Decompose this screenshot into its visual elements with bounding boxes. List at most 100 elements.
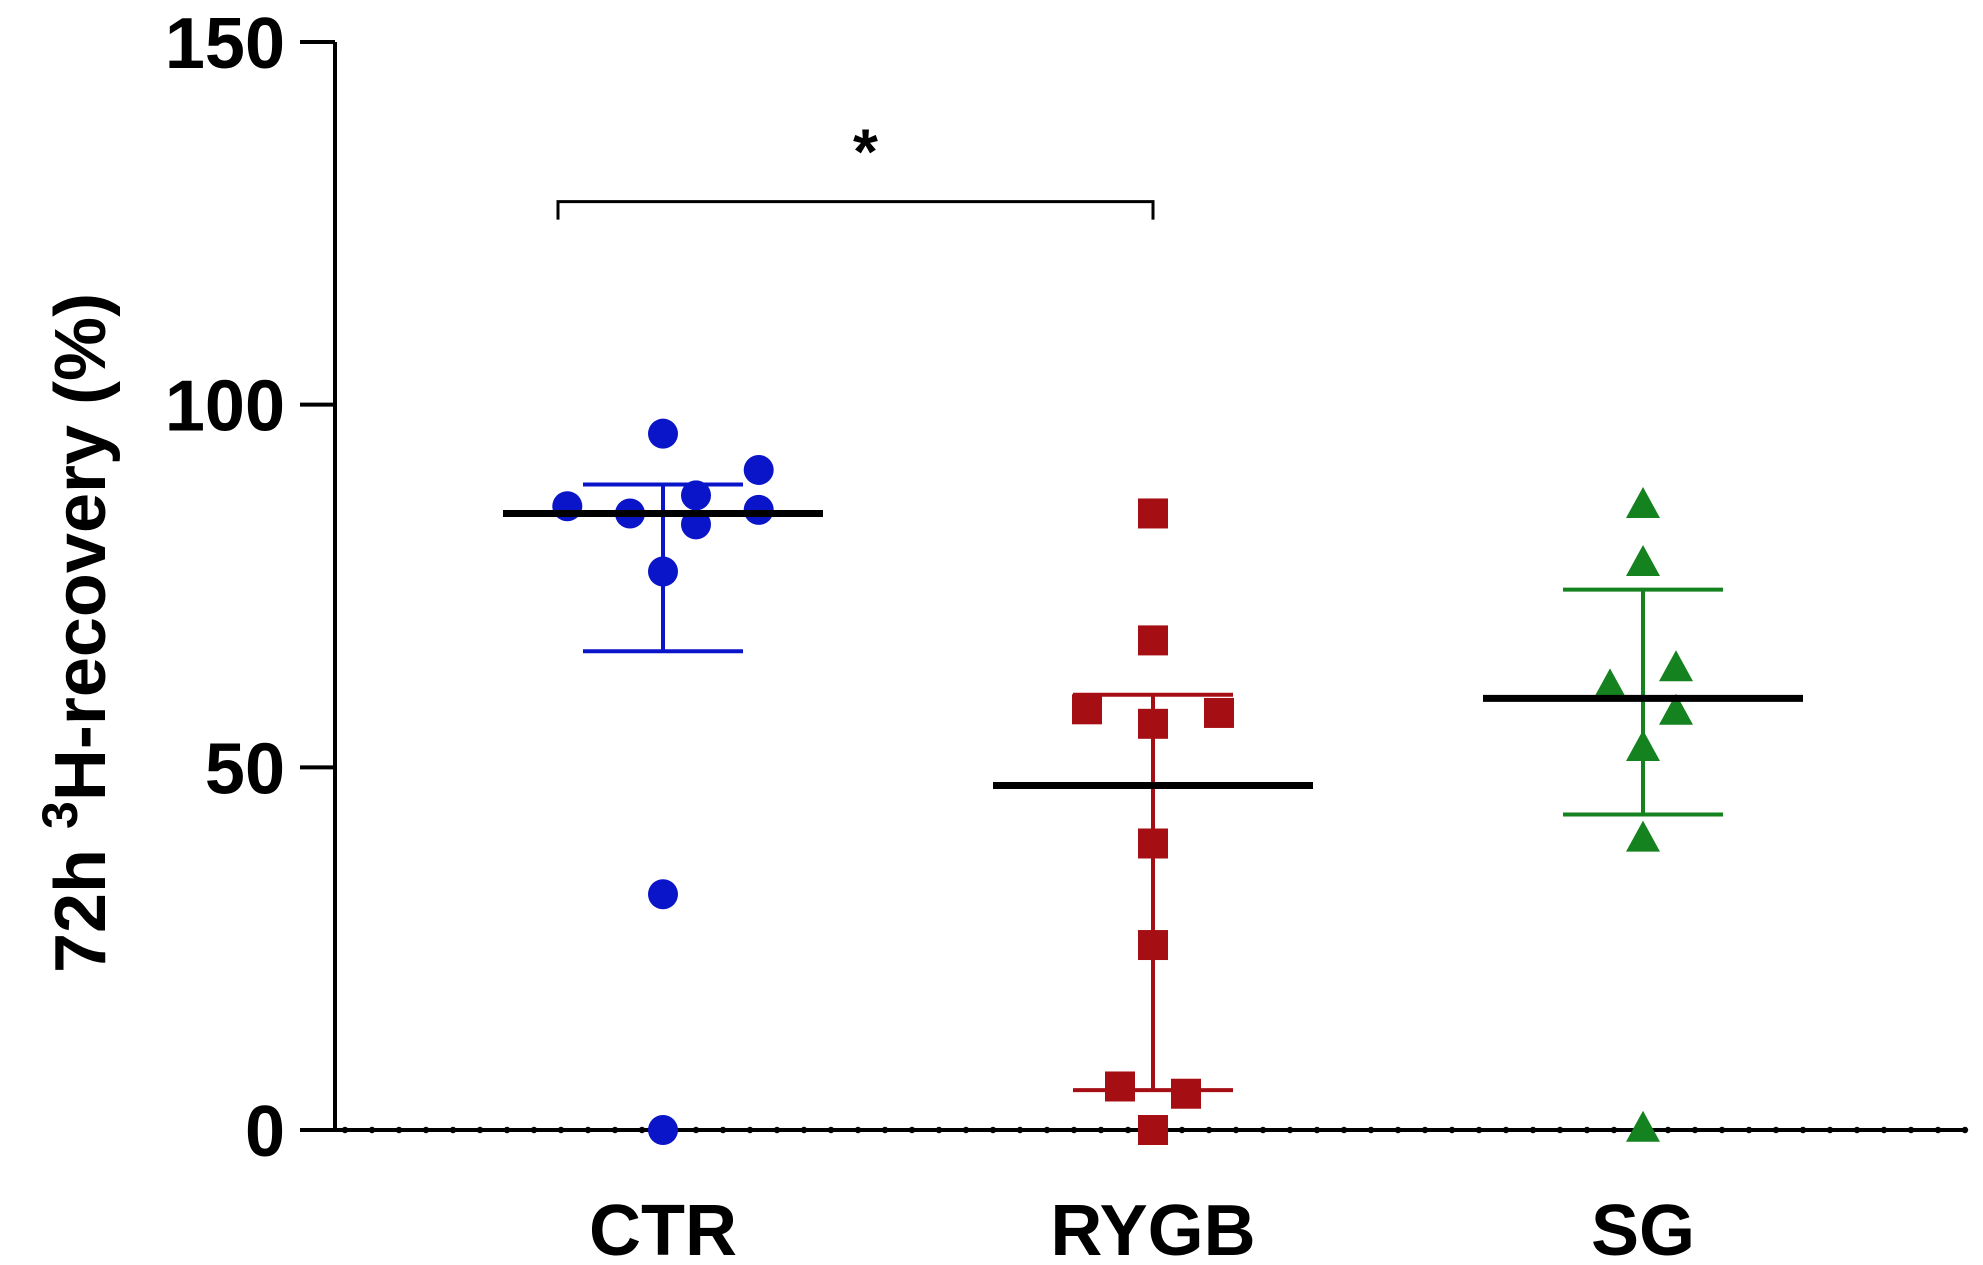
reference-dot: [584, 1126, 592, 1134]
reference-dot: [1961, 1126, 1969, 1134]
x-axis-labels: CTR RYGB SG: [589, 1191, 1695, 1265]
reference-dot: [908, 1126, 916, 1134]
sg-point: [1626, 486, 1660, 518]
reference-dot: [773, 1126, 781, 1134]
rygb-point: [1138, 930, 1168, 961]
y-axis-title: 72h 3H-recovery (%): [32, 293, 121, 973]
reference-dot: [1070, 1126, 1078, 1134]
rygb-point: [1105, 1071, 1135, 1102]
ctr-point: [648, 556, 678, 587]
rygb-point: [1171, 1078, 1201, 1109]
reference-dot: [1529, 1126, 1537, 1134]
significance-marker: *: [853, 116, 878, 188]
reference-dot: [1853, 1126, 1861, 1134]
reference-dot: [449, 1126, 457, 1134]
reference-dot: [1502, 1126, 1510, 1134]
reference-dot: [989, 1126, 997, 1134]
reference-dot: [530, 1126, 538, 1134]
ctr-point: [648, 879, 678, 910]
data-points: [552, 418, 1693, 1145]
rygb-point: [1138, 498, 1168, 529]
ctr-point: [681, 480, 711, 511]
reference-dot: [1880, 1126, 1888, 1134]
reference-dot: [1205, 1126, 1213, 1134]
reference-dot: [1313, 1126, 1321, 1134]
reference-dot: [1178, 1126, 1186, 1134]
y-axis-title-prefix: 72h: [41, 829, 121, 973]
y-axis: 0 50 100 150: [165, 4, 337, 1172]
reference-dot: [827, 1126, 835, 1134]
reference-dot: [503, 1126, 511, 1134]
reference-dot: [638, 1126, 646, 1134]
reference-dot: [1610, 1126, 1618, 1134]
sg-point: [1626, 729, 1660, 761]
mean-lines: [503, 509, 1803, 789]
y-axis-title-superscript: 3: [32, 801, 88, 829]
reference-dot: [1475, 1126, 1483, 1134]
x-label-sg: SG: [1591, 1191, 1695, 1265]
reference-dot: [341, 1126, 349, 1134]
reference-dot: [854, 1126, 862, 1134]
rygb-point: [1072, 694, 1102, 725]
reference-dot: [1259, 1126, 1267, 1134]
y-tick-label-0: 0: [245, 1092, 285, 1172]
reference-dot: [1934, 1126, 1942, 1134]
ctr-point: [743, 494, 774, 525]
reference-dot: [1583, 1126, 1591, 1134]
reference-dot: [557, 1126, 565, 1134]
reference-dot: [962, 1126, 970, 1134]
rygb-point: [1138, 708, 1168, 739]
reference-dot: [746, 1126, 754, 1134]
reference-dot: [1043, 1126, 1051, 1134]
reference-dot: [1907, 1126, 1915, 1134]
y-axis-title-suffix: H-recovery (%): [41, 293, 121, 801]
reference-dot: [1232, 1126, 1240, 1134]
sg-point: [1626, 545, 1660, 577]
reference-dot: [1124, 1126, 1132, 1134]
reference-dot: [1286, 1126, 1294, 1134]
rygb-point: [1138, 828, 1168, 859]
reference-dot: [395, 1126, 403, 1134]
sg-point: [1626, 1110, 1660, 1142]
ctr-point: [648, 1115, 678, 1145]
reference-dot: [1745, 1126, 1753, 1134]
rygb-point: [1138, 625, 1168, 656]
y-tick-label-150: 150: [165, 4, 285, 84]
reference-dot: [611, 1126, 619, 1134]
x-label-ctr: CTR: [589, 1191, 737, 1265]
reference-dot: [719, 1126, 727, 1134]
reference-dot: [422, 1126, 430, 1134]
reference-dot: [1691, 1126, 1699, 1134]
y-tick-label-100: 100: [165, 367, 285, 447]
reference-dot: [1826, 1126, 1834, 1134]
annotations: *: [556, 116, 1155, 220]
reference-dot: [1556, 1126, 1564, 1134]
sg-point: [1659, 693, 1693, 725]
reference-dot: [692, 1126, 700, 1134]
significance-bracket: [556, 200, 1155, 220]
reference-dot: [1340, 1126, 1348, 1134]
reference-dot: [800, 1126, 808, 1134]
reference-dot: [1367, 1126, 1375, 1134]
reference-dot: [1394, 1126, 1402, 1134]
reference-dot: [368, 1126, 376, 1134]
ctr-point: [743, 454, 774, 485]
rygb-point: [1204, 697, 1234, 728]
reference-dot: [1718, 1126, 1726, 1134]
sg-point: [1659, 650, 1693, 682]
sg-point: [1593, 668, 1627, 700]
reference-dot: [1772, 1126, 1780, 1134]
rygb-point: [1138, 1115, 1168, 1145]
reference-dot: [1097, 1126, 1105, 1134]
reference-dot: [1799, 1126, 1807, 1134]
sg-point: [1626, 820, 1660, 852]
x-label-rygb: RYGB: [1050, 1191, 1255, 1265]
reference-dot: [1016, 1126, 1024, 1134]
y-tick-label-50: 50: [205, 729, 285, 809]
reference-dot: [881, 1126, 889, 1134]
reference-dot: [1421, 1126, 1429, 1134]
ctr-point: [648, 418, 678, 449]
reference-dot: [476, 1126, 484, 1134]
reference-dot: [1664, 1126, 1672, 1134]
